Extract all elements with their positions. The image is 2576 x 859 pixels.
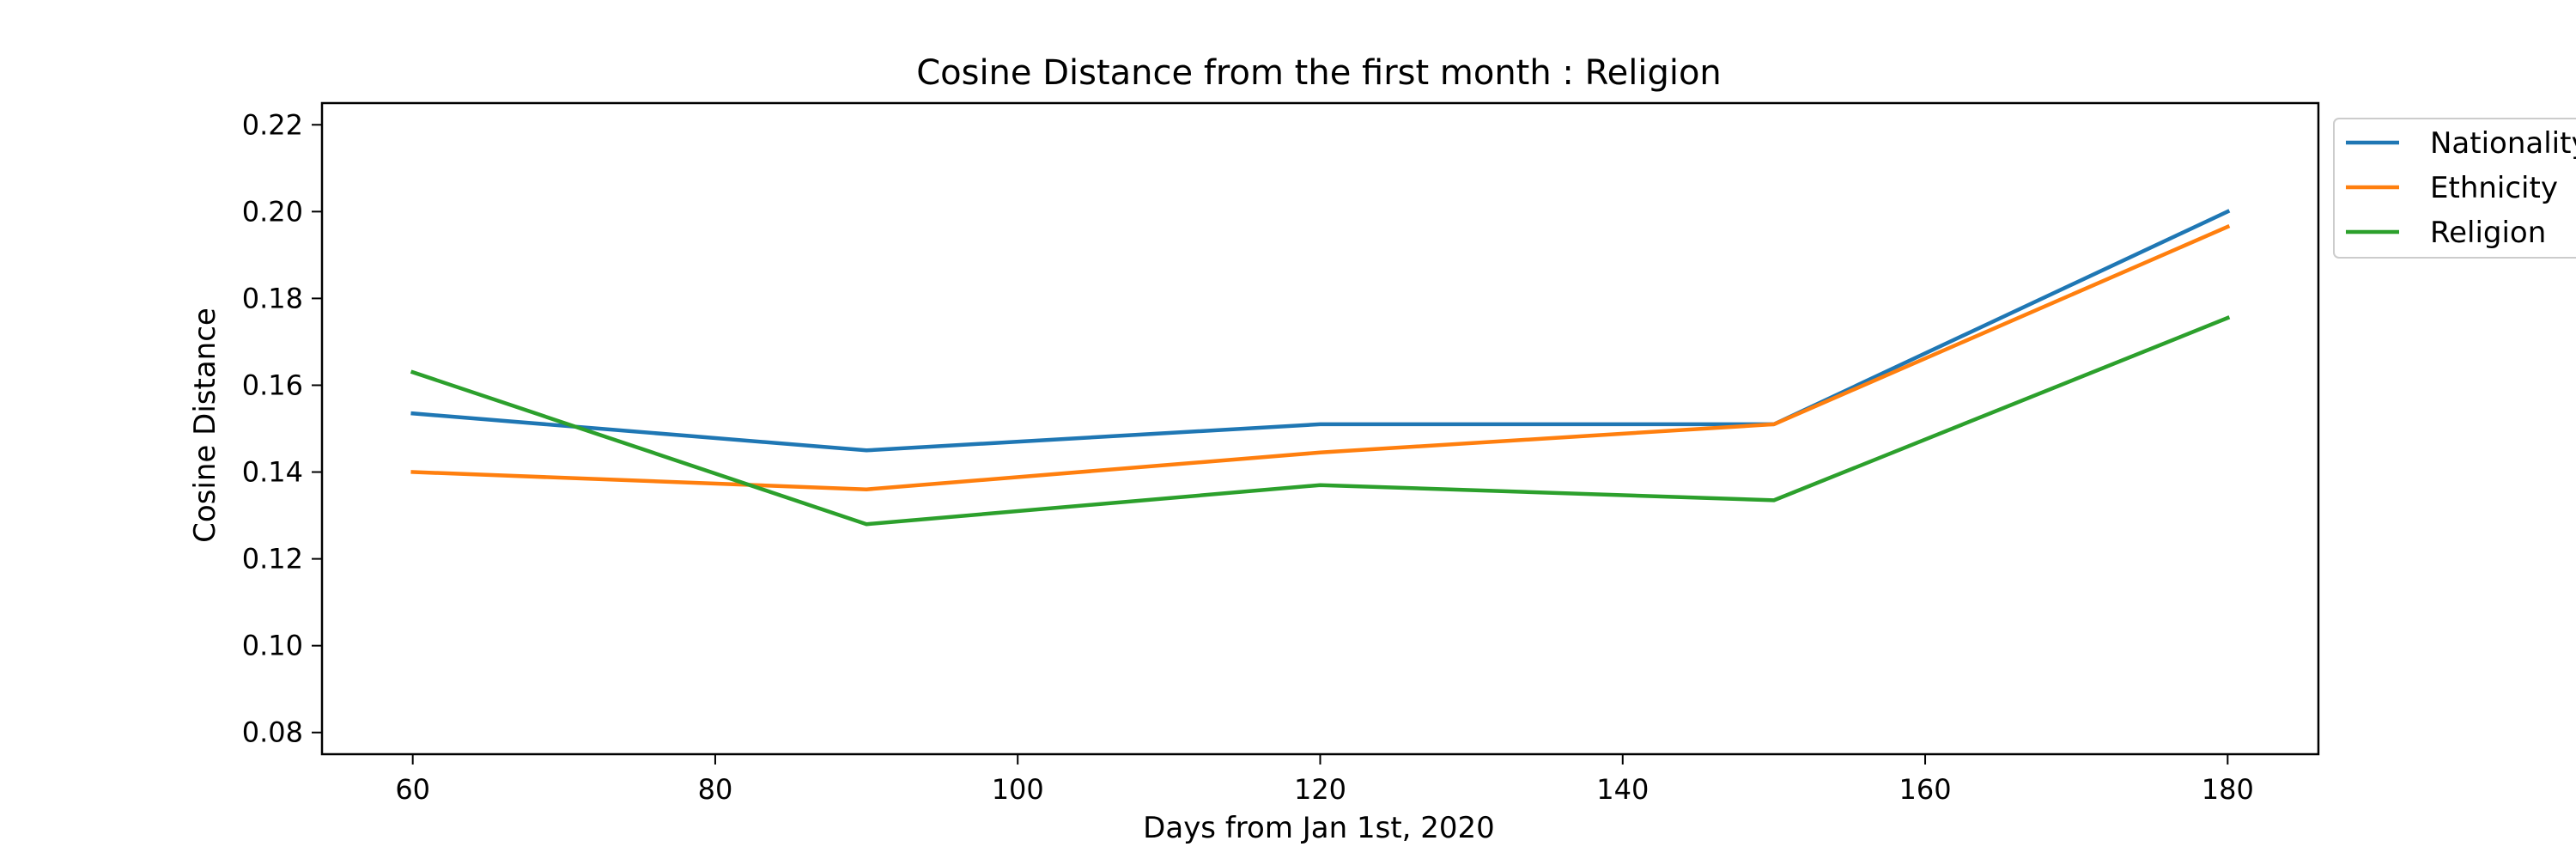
series-line-ethnicity [410,224,2231,491]
y-tick-label: 0.18 [242,282,303,314]
legend-label: Nationality [2430,126,2576,161]
y-tick-label: 0.10 [242,630,303,662]
y-axis-ticks: 0.08 0.10 0.12 0.14 0.16 0.18 0.20 0.22 [242,108,322,749]
x-tick-label: 100 [992,773,1044,806]
y-tick-label: 0.16 [242,369,303,401]
legend: Nationality Ethnicity Religion [2333,118,2576,259]
legend-label: Ethnicity [2430,171,2558,205]
chart-title: Cosine Distance from the first month : R… [916,53,1722,93]
legend-label: Religion [2430,216,2546,250]
y-tick-label: 0.20 [242,195,303,228]
x-tick-label: 160 [1899,773,1952,806]
x-tick-label: 180 [2202,773,2254,806]
y-tick-label: 0.14 [242,456,303,489]
x-axis-label: Days from Jan 1st, 2020 [1143,811,1495,845]
legend-box [2333,118,2576,259]
series-line-nationality [410,209,2231,453]
y-axis-label: Cosine Distance [188,308,222,543]
y-tick-label: 0.22 [242,108,303,141]
series-layer [410,209,2231,527]
x-tick-label: 140 [1596,773,1649,806]
y-tick-label: 0.12 [242,543,303,576]
series-line-religion [410,315,2231,527]
x-axis-ticks: 60 80 100 120 140 160 180 [395,754,2254,806]
x-tick-label: 80 [698,773,733,806]
y-tick-label: 0.08 [242,716,303,749]
x-tick-label: 120 [1294,773,1346,806]
x-tick-label: 60 [395,773,430,806]
